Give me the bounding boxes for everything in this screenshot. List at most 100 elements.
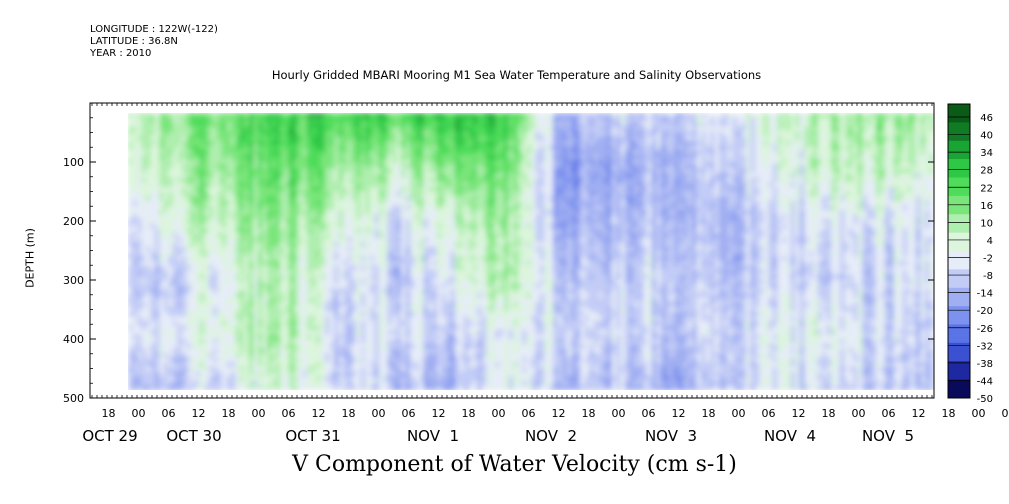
heatmap-cell xyxy=(342,366,349,373)
heatmap-cell xyxy=(356,325,362,331)
heatmap-cell xyxy=(239,265,246,271)
heatmap-cell xyxy=(230,371,237,377)
heatmap-cell xyxy=(262,371,268,377)
heatmap-cell xyxy=(351,214,357,220)
heatmap-cell xyxy=(347,173,353,179)
heatmap-cell xyxy=(477,320,483,326)
heatmap-cell xyxy=(195,311,201,317)
heatmap-cell xyxy=(374,145,380,151)
heatmap-cell xyxy=(235,339,241,345)
heatmap-cell xyxy=(325,297,331,303)
heatmap-cell xyxy=(463,205,469,211)
heatmap-cell xyxy=(365,371,371,377)
heatmap-cell xyxy=(230,283,237,290)
heatmap-cell xyxy=(441,219,447,225)
heatmap-cell xyxy=(208,251,214,257)
heatmap-cell xyxy=(490,353,496,359)
heatmap-cell xyxy=(342,149,349,156)
heatmap-cell xyxy=(351,256,357,262)
heatmap-cell xyxy=(163,325,169,331)
heatmap-cell xyxy=(154,196,160,202)
heatmap-cell xyxy=(428,233,434,239)
heatmap-cell xyxy=(490,348,496,354)
heatmap-cell xyxy=(190,163,196,169)
heatmap-cell xyxy=(329,329,335,336)
heatmap-cell xyxy=(477,246,483,253)
heatmap-cell xyxy=(168,237,174,243)
heatmap-cell xyxy=(262,357,268,363)
heatmap-cell xyxy=(378,265,384,271)
heatmap-cell xyxy=(186,113,192,119)
heatmap-cell xyxy=(387,126,393,133)
heatmap-cell xyxy=(248,343,254,350)
heatmap-cell xyxy=(486,145,492,151)
heatmap-cell xyxy=(186,302,192,308)
heatmap-cell xyxy=(351,288,357,294)
heatmap-cell xyxy=(436,177,443,183)
heatmap-cell xyxy=(244,246,250,253)
heatmap-cell xyxy=(499,136,505,142)
heatmap-cell xyxy=(199,182,205,188)
heatmap-cell xyxy=(419,154,425,160)
heatmap-cell xyxy=(338,173,344,179)
heatmap-cell xyxy=(186,283,192,290)
heatmap-cell xyxy=(293,145,299,151)
heatmap-cell xyxy=(235,246,241,253)
heatmap-cell xyxy=(222,293,228,299)
heatmap-cell xyxy=(454,242,460,248)
heatmap-cell xyxy=(436,343,443,350)
heatmap-cell xyxy=(486,233,492,239)
heatmap-cell xyxy=(490,233,496,239)
heatmap-cell xyxy=(410,200,416,206)
heatmap-cell xyxy=(311,223,317,230)
heatmap-cell xyxy=(360,302,366,308)
heatmap-cell xyxy=(378,149,384,156)
heatmap-cell xyxy=(459,196,465,202)
heatmap-cell xyxy=(378,362,384,368)
heatmap-cell xyxy=(141,140,147,146)
heatmap-cell xyxy=(181,274,187,280)
heatmap-cell xyxy=(284,329,290,336)
heatmap-cell xyxy=(481,145,487,151)
heatmap-cell xyxy=(325,385,331,390)
heatmap-cell xyxy=(316,140,322,146)
heatmap-cell xyxy=(468,311,474,317)
heatmap-cell xyxy=(477,260,483,266)
heatmap-cell xyxy=(132,131,138,137)
heatmap-cell xyxy=(159,182,165,188)
heatmap-cell xyxy=(459,302,465,308)
heatmap-cell xyxy=(495,366,501,373)
heatmap-cell xyxy=(432,302,438,308)
heatmap-cell xyxy=(356,362,362,368)
heatmap-cell xyxy=(405,288,411,294)
heatmap-cell xyxy=(333,177,340,183)
heatmap-cell xyxy=(423,376,429,382)
heatmap-cell xyxy=(481,293,487,299)
heatmap-cell xyxy=(499,126,505,133)
heatmap-cell xyxy=(307,219,313,225)
heatmap-cell xyxy=(275,283,281,290)
heatmap-cell xyxy=(222,223,228,230)
heatmap-cell xyxy=(410,237,416,243)
heatmap-cell xyxy=(181,339,187,345)
heatmap-cell xyxy=(495,186,501,193)
heatmap-cell xyxy=(369,246,375,253)
heatmap-cell xyxy=(414,242,420,248)
heatmap-cell xyxy=(428,191,434,197)
heatmap-cell xyxy=(271,343,277,350)
heatmap-cell xyxy=(486,219,492,225)
heatmap-cell xyxy=(204,173,210,179)
heatmap-cell xyxy=(163,380,169,386)
heatmap-cell xyxy=(463,233,469,239)
heatmap-cell xyxy=(477,159,483,165)
heatmap-cell xyxy=(271,159,277,165)
heatmap-cell xyxy=(217,329,223,336)
heatmap-cell xyxy=(445,302,451,308)
heatmap-cell xyxy=(472,237,478,243)
heatmap-cell xyxy=(181,233,187,239)
heatmap-cell xyxy=(374,126,380,133)
heatmap-cell xyxy=(163,177,169,183)
heatmap-cell xyxy=(145,214,151,220)
heatmap-cell xyxy=(199,177,205,183)
heatmap-cell xyxy=(360,376,366,382)
